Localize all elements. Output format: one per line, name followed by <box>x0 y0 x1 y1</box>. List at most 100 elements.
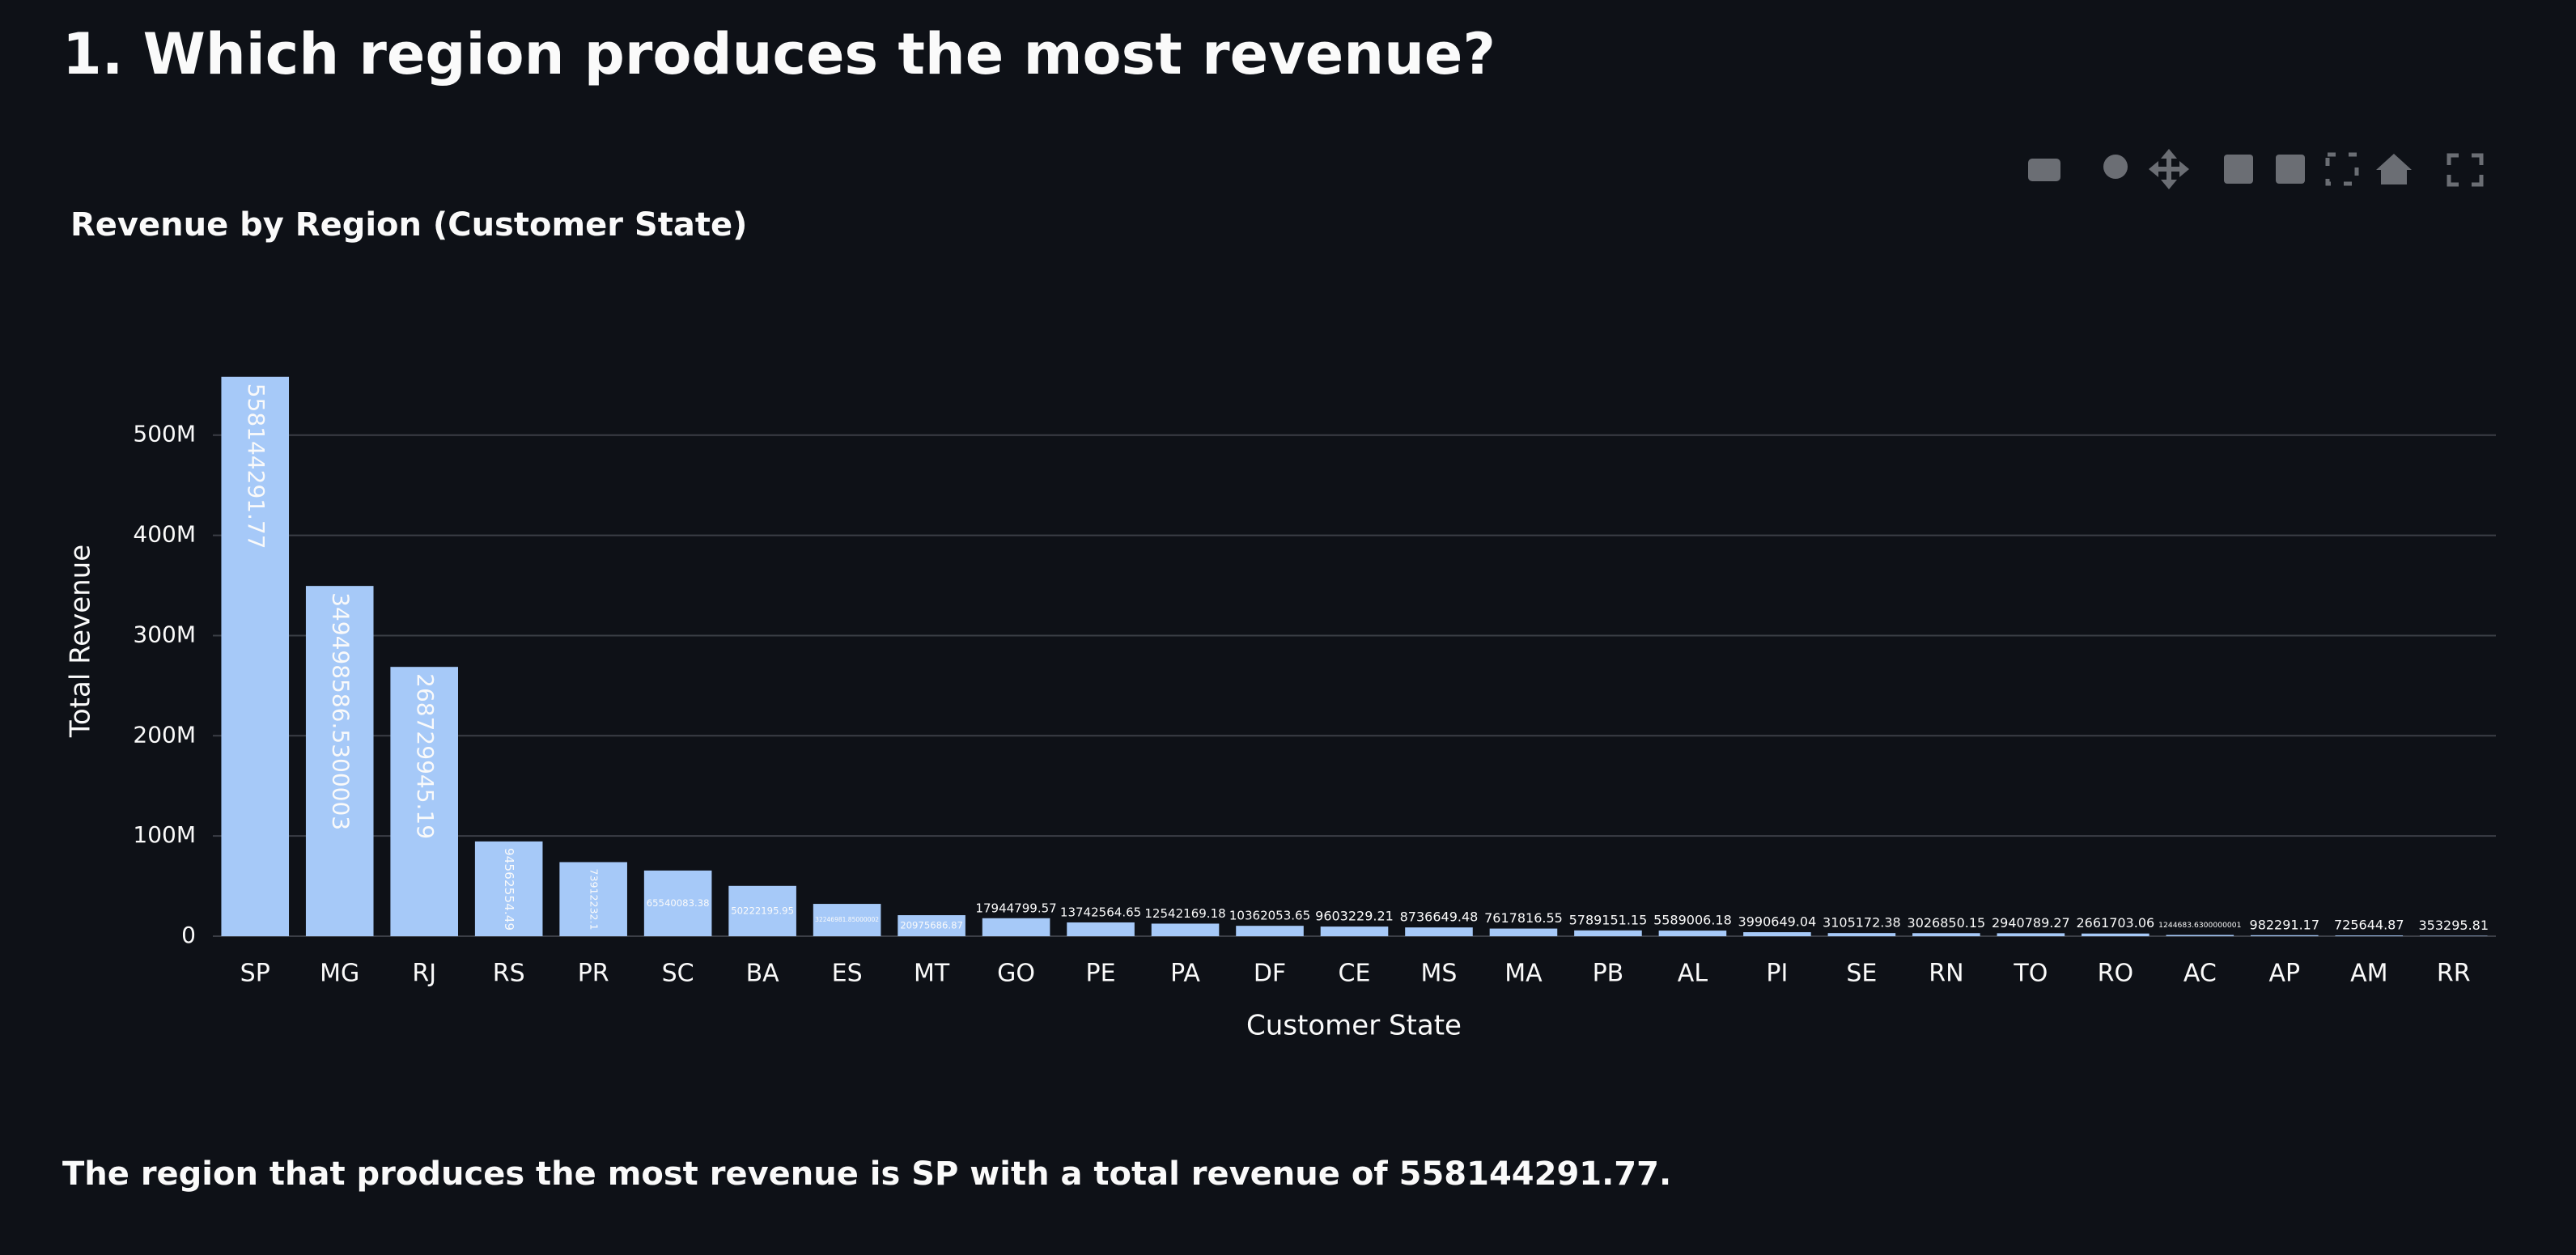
x-tick-label: MG <box>320 960 359 988</box>
y-tick-label: 0 <box>181 922 196 948</box>
x-tick-label: AC <box>2183 960 2217 988</box>
value-label: 20975686.87 <box>900 920 963 931</box>
x-tick-label: RR <box>2437 960 2471 988</box>
x-tick-label: BA <box>746 960 780 988</box>
x-tick-label: MT <box>914 960 950 988</box>
bar <box>305 586 374 936</box>
x-tick-label: SP <box>240 960 270 988</box>
x-tick-label: PE <box>1086 960 1116 988</box>
value-label: 353295.81 <box>2418 918 2489 933</box>
bar <box>982 918 1050 936</box>
plot-area: 0 100M 200M 300M 400M 500M SP 558144291.77 MG 349… <box>133 376 2496 988</box>
bar <box>2082 933 2149 936</box>
bar <box>1912 933 1980 936</box>
bar <box>1067 922 1135 936</box>
value-label: 268729945.19 <box>412 673 439 839</box>
bar <box>1658 931 1727 936</box>
y-axis-title: Total Revenue <box>65 545 97 738</box>
x-tick-label: MS <box>1421 960 1458 988</box>
bar <box>1743 932 1811 936</box>
x-tick-label: PR <box>578 960 609 988</box>
bar <box>1320 926 1389 936</box>
y-tick-label: 100M <box>133 821 196 848</box>
bar <box>559 862 627 936</box>
value-label: 5789151.15 <box>1569 912 1648 927</box>
bar <box>2166 935 2234 936</box>
value-label: 349498586.5300003 <box>328 592 354 830</box>
camera-button[interactable] <box>2028 159 2060 181</box>
bar <box>2335 935 2404 936</box>
x-tick-label: RJ <box>412 960 436 988</box>
x-axis-title: Customer State <box>1246 1010 1462 1042</box>
chart-title: Revenue by Region (Customer State) <box>70 206 747 244</box>
x-tick-label: AL <box>1678 960 1708 988</box>
x-tick-label: SC <box>662 960 694 988</box>
bar <box>1997 933 2065 936</box>
bar <box>728 885 796 936</box>
x-tick-label: GO <box>997 960 1035 988</box>
bar <box>813 904 881 936</box>
bar <box>2251 935 2319 936</box>
autoscale-button[interactable] <box>2325 152 2359 186</box>
x-tick-label: RO <box>2098 960 2133 988</box>
bar <box>474 841 543 936</box>
x-tick-label: PB <box>1593 960 1624 988</box>
x-tick-label: TO <box>2013 960 2048 988</box>
bar <box>898 915 965 936</box>
bar <box>1405 927 1473 936</box>
y-tick-label: 500M <box>133 421 196 447</box>
value-label: 8736649.48 <box>1400 909 1479 925</box>
value-label: 73912232.1 <box>588 868 601 930</box>
bar <box>1574 930 1642 936</box>
bar <box>221 376 290 937</box>
bar <box>1489 928 1558 936</box>
value-label: 94562554.49 <box>502 848 516 931</box>
x-tick-label: MA <box>1504 960 1543 988</box>
x-tick-label: CE <box>1339 960 1371 988</box>
bar <box>1236 926 1304 936</box>
value-label: 50222195.95 <box>731 905 794 916</box>
zoom-out-button[interactable] <box>2276 155 2305 184</box>
x-tick-label: RN <box>1929 960 1963 988</box>
x-tick-label: SE <box>1846 960 1877 988</box>
value-label: 3990649.04 <box>1738 914 1817 930</box>
x-tick-label: ES <box>832 960 863 988</box>
y-tick-label: 400M <box>133 521 196 548</box>
value-label: 3105172.38 <box>1823 915 1901 931</box>
value-label: 9603229.21 <box>1315 909 1394 924</box>
x-tick-label: AM <box>2350 960 2387 988</box>
y-tick-label: 200M <box>133 721 196 748</box>
x-tick-label: RS <box>493 960 525 988</box>
value-label: 2661703.06 <box>2076 915 2154 931</box>
value-label: 13742564.65 <box>1060 905 1141 919</box>
chart-toolbar <box>2028 149 2484 189</box>
pan-button[interactable] <box>2149 149 2189 189</box>
reset-button[interactable] <box>2376 154 2412 184</box>
value-label: 12542169.18 <box>1144 906 1225 921</box>
x-tick-label: DF <box>1254 960 1286 988</box>
value-label: 982291.17 <box>2250 917 2320 932</box>
zoom-button[interactable] <box>2103 155 2128 179</box>
y-tick-label: 300M <box>133 621 196 647</box>
value-label: 32246981.85000002 <box>815 916 879 923</box>
x-tick-label: PI <box>1766 960 1788 988</box>
value-label: 7617816.55 <box>1484 910 1563 926</box>
value-label: 5589006.18 <box>1653 913 1732 928</box>
value-label: 725644.87 <box>2334 918 2404 933</box>
fullscreen-button[interactable] <box>2447 153 2484 187</box>
value-label: 2940789.27 <box>1992 915 2070 931</box>
value-label: 1244683.6300000001 <box>2158 921 2241 930</box>
bar <box>1827 933 1896 936</box>
bar <box>390 667 458 936</box>
answer-text: The region that produces the most revenu… <box>62 1155 1671 1193</box>
value-label: 17944799.57 <box>975 901 1056 915</box>
x-tick-label: PA <box>1170 960 1200 988</box>
zoom-in-button[interactable] <box>2224 155 2253 184</box>
value-label: 558144291.77 <box>243 384 269 549</box>
bar <box>1151 923 1220 936</box>
value-label: 65540083.38 <box>647 897 710 909</box>
value-label: 3026850.15 <box>1908 915 1986 931</box>
x-tick-label: AP <box>2268 960 2300 988</box>
